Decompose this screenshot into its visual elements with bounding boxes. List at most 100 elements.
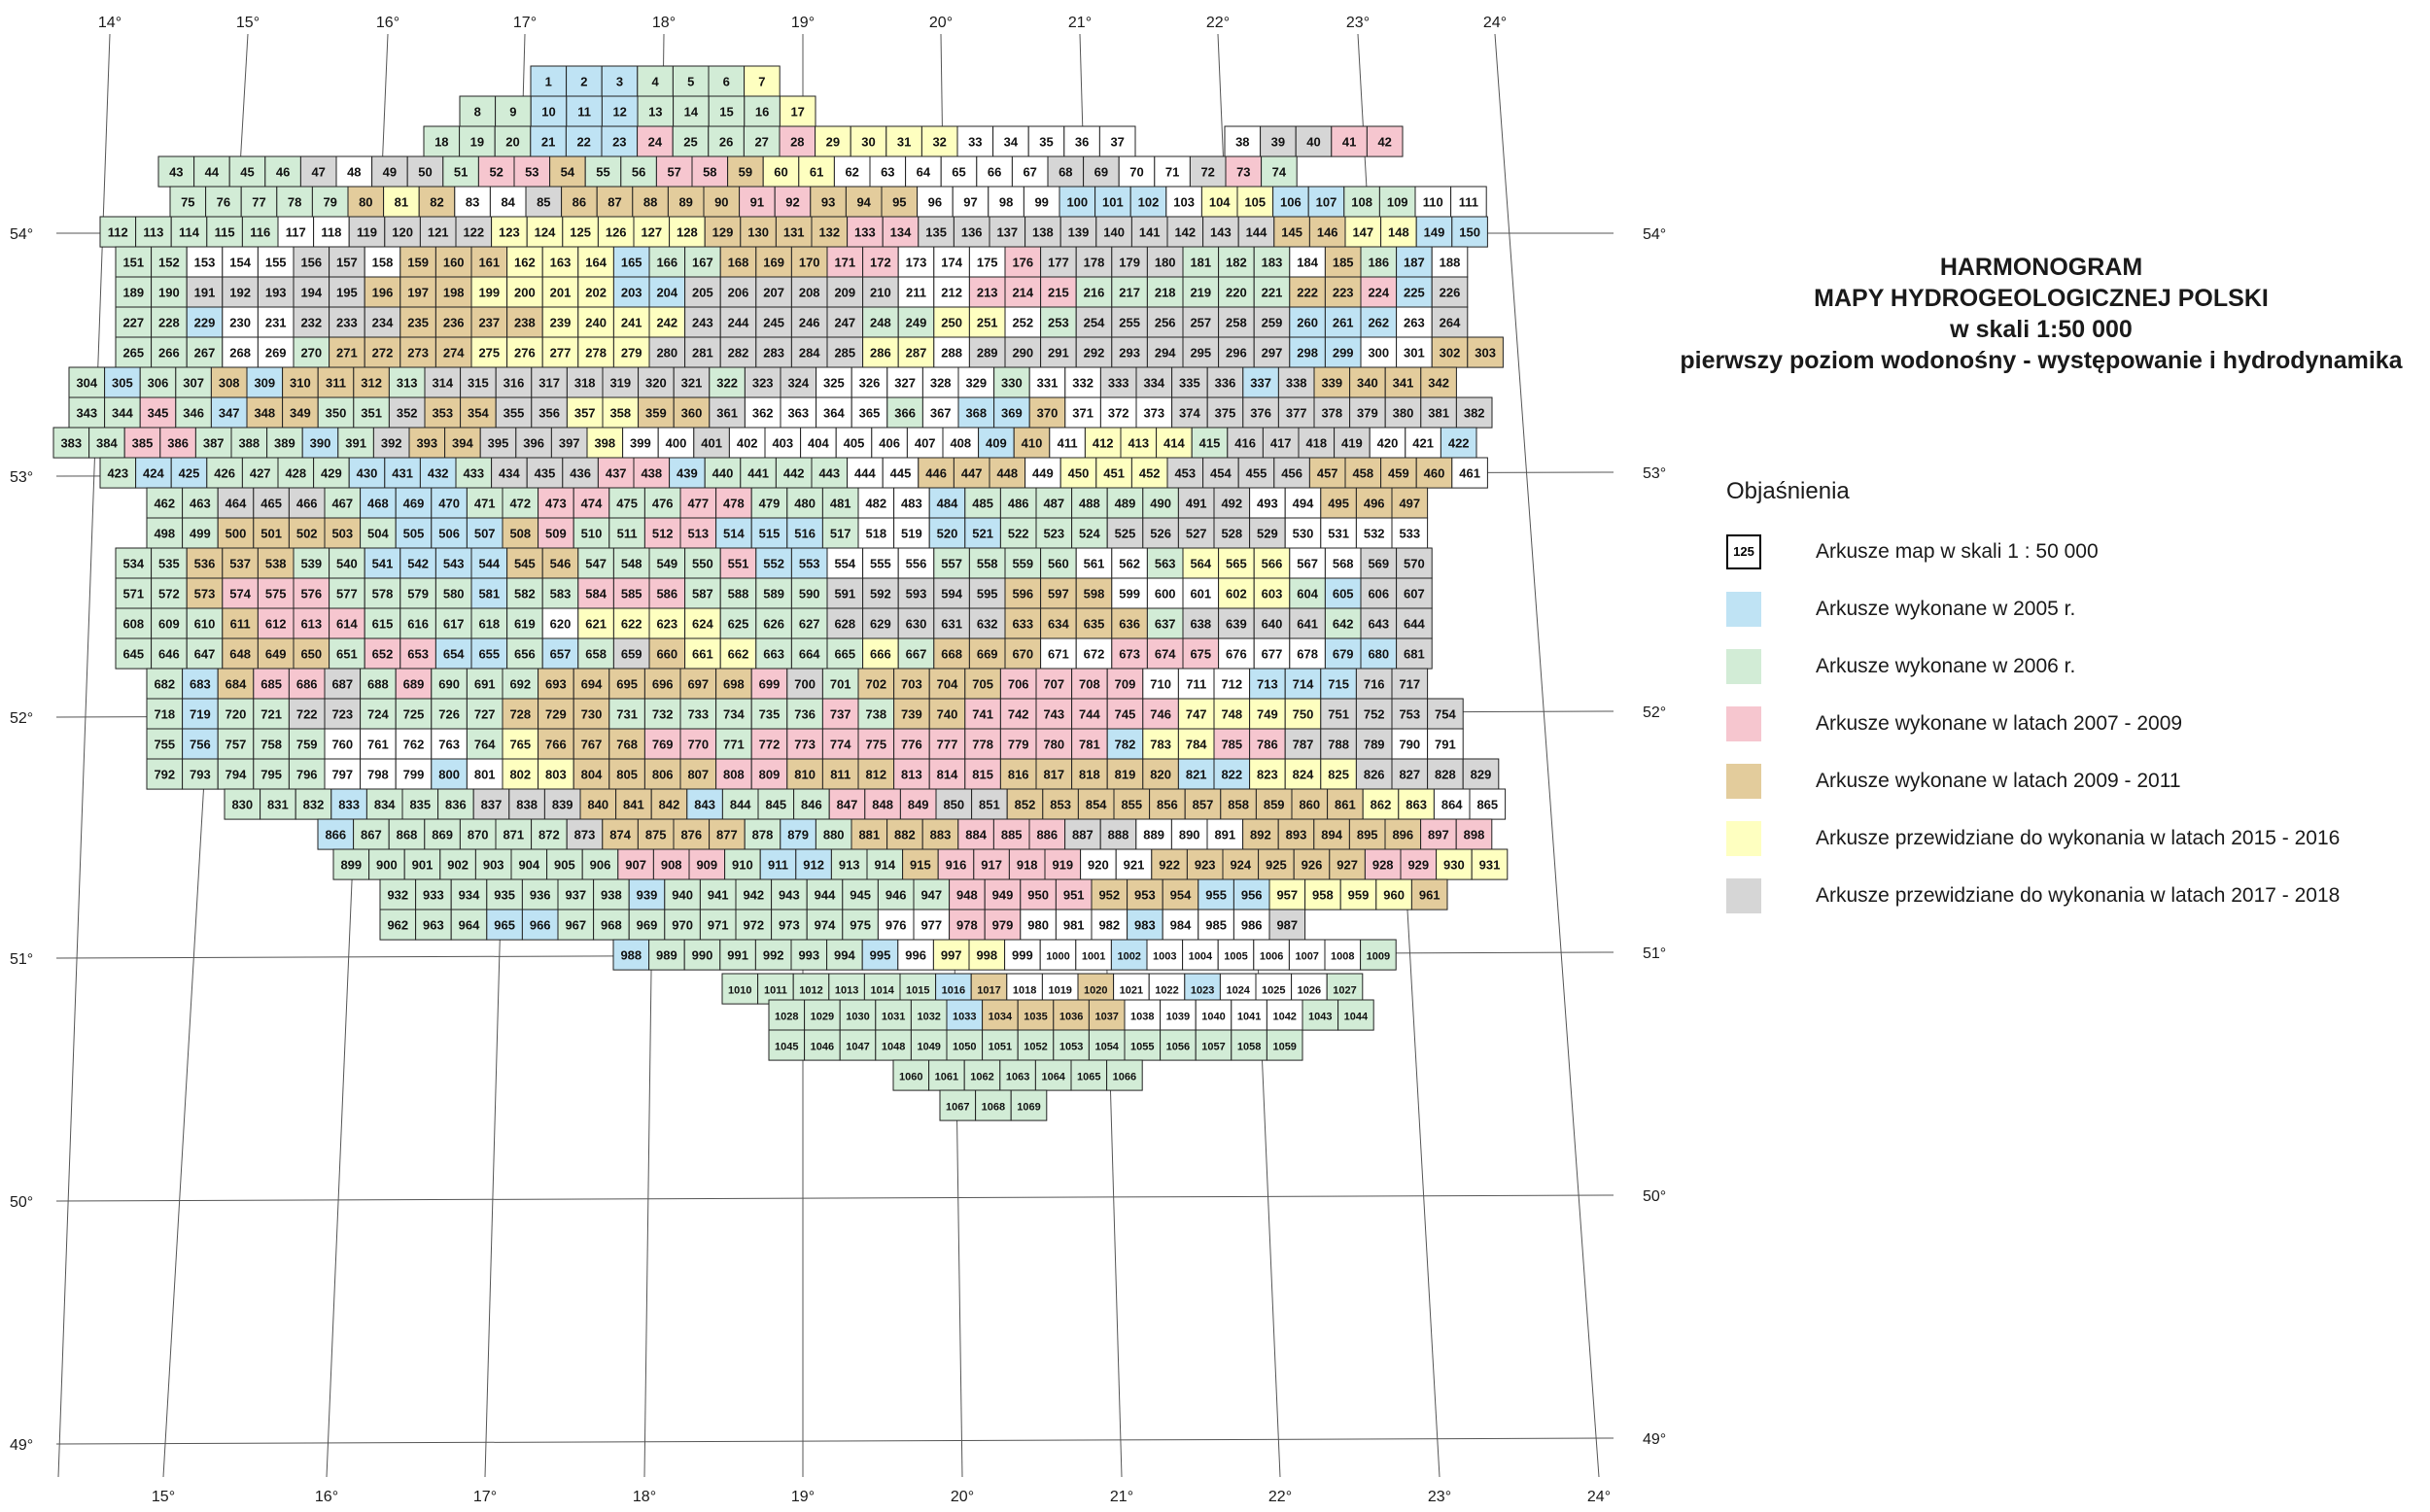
map-sheet[interactable]: 680 (1360, 637, 1398, 670)
map-sheet[interactable]: 909 (688, 848, 726, 880)
map-sheet[interactable]: 28 (779, 125, 816, 157)
map-sheet[interactable]: 82 (418, 186, 456, 218)
map-sheet[interactable]: 653 (399, 637, 436, 670)
map-sheet[interactable]: 396 (515, 427, 552, 459)
map-sheet[interactable]: 111 (1450, 186, 1487, 218)
map-sheet[interactable]: 1002 (1110, 939, 1148, 971)
map-sheet[interactable]: 981 (1055, 909, 1093, 941)
map-sheet[interactable]: 203 (612, 276, 650, 308)
map-sheet[interactable]: 11 (566, 95, 603, 127)
map-sheet[interactable]: 717 (1391, 668, 1429, 700)
map-sheet[interactable]: 601 (1182, 577, 1220, 609)
map-sheet[interactable]: 627 (790, 607, 828, 639)
map-sheet[interactable]: 779 (999, 728, 1037, 760)
map-sheet[interactable]: 122 (455, 216, 493, 248)
map-sheet[interactable]: 509 (538, 517, 574, 549)
map-sheet[interactable]: 565 (1218, 547, 1255, 579)
map-sheet[interactable]: 229 (186, 306, 224, 338)
map-sheet[interactable]: 967 (557, 909, 595, 941)
map-sheet[interactable]: 677 (1253, 637, 1291, 670)
map-sheet[interactable]: 723 (324, 698, 362, 730)
map-sheet[interactable]: 186 (1360, 246, 1398, 278)
map-sheet[interactable]: 498 (146, 517, 184, 549)
map-sheet[interactable]: 910 (724, 848, 761, 880)
map-sheet[interactable]: 76 (205, 186, 242, 218)
map-sheet[interactable]: 684 (217, 668, 255, 700)
map-sheet[interactable]: 14 (673, 95, 710, 127)
map-sheet[interactable]: 355 (495, 396, 533, 429)
map-sheet[interactable]: 908 (652, 848, 690, 880)
map-sheet[interactable]: 783 (1142, 728, 1179, 760)
map-sheet[interactable]: 538 (257, 547, 295, 579)
map-sheet[interactable]: 712 (1213, 668, 1251, 700)
map-sheet[interactable]: 340 (1349, 366, 1386, 398)
map-sheet[interactable]: 925 (1258, 848, 1295, 880)
map-sheet[interactable]: 544 (470, 547, 508, 579)
map-sheet[interactable]: 501 (253, 517, 290, 549)
map-sheet[interactable]: 443 (811, 457, 849, 489)
map-sheet[interactable]: 616 (399, 607, 436, 639)
map-sheet[interactable]: 79 (311, 186, 349, 218)
map-sheet[interactable]: 68 (1047, 155, 1085, 188)
map-sheet[interactable]: 288 (933, 336, 970, 368)
map-sheet[interactable]: 1047 (839, 1029, 877, 1061)
map-sheet[interactable]: 904 (510, 848, 548, 880)
map-sheet[interactable]: 441 (740, 457, 777, 489)
map-sheet[interactable]: 629 (862, 607, 899, 639)
map-sheet[interactable]: 574 (222, 577, 259, 609)
map-sheet[interactable]: 57 (655, 155, 693, 188)
map-sheet[interactable]: 688 (360, 668, 397, 700)
map-sheet[interactable]: 245 (755, 306, 792, 338)
map-sheet[interactable]: 651 (329, 637, 365, 670)
map-sheet[interactable]: 26 (708, 125, 745, 157)
map-sheet[interactable]: 134 (882, 216, 920, 248)
map-sheet[interactable]: 815 (964, 758, 1001, 790)
map-sheet[interactable]: 25 (672, 125, 710, 157)
map-sheet[interactable]: 133 (847, 216, 884, 248)
map-sheet[interactable]: 636 (1111, 607, 1148, 639)
map-sheet[interactable]: 450 (1059, 457, 1097, 489)
map-sheet[interactable]: 389 (266, 427, 303, 459)
map-sheet[interactable]: 762 (395, 728, 433, 760)
map-sheet[interactable]: 937 (557, 878, 595, 911)
map-sheet[interactable]: 1056 (1160, 1029, 1197, 1061)
map-sheet[interactable]: 879 (780, 818, 816, 850)
map-sheet[interactable]: 128 (669, 216, 706, 248)
map-sheet[interactable]: 542 (399, 547, 436, 579)
map-sheet[interactable]: 899 (332, 848, 370, 880)
map-sheet[interactable]: 404 (800, 427, 837, 459)
map-sheet[interactable]: 38 (1224, 125, 1262, 157)
map-sheet[interactable]: 564 (1182, 547, 1220, 579)
map-sheet[interactable]: 670 (1004, 637, 1042, 670)
map-sheet[interactable]: 741 (964, 698, 1001, 730)
map-sheet[interactable]: 596 (1004, 577, 1042, 609)
map-sheet[interactable]: 1015 (899, 973, 937, 1005)
map-sheet[interactable]: 1063 (999, 1059, 1036, 1091)
map-sheet[interactable]: 593 (897, 577, 935, 609)
map-sheet[interactable]: 442 (775, 457, 813, 489)
map-sheet[interactable]: 220 (1218, 276, 1255, 308)
map-sheet[interactable]: 841 (615, 788, 652, 820)
map-sheet[interactable]: 537 (222, 547, 259, 579)
map-sheet[interactable]: 557 (933, 547, 970, 579)
map-sheet[interactable]: 852 (1006, 788, 1044, 820)
map-sheet[interactable]: 428 (277, 457, 315, 489)
map-sheet[interactable]: 390 (301, 427, 339, 459)
map-sheet[interactable]: 690 (431, 668, 468, 700)
map-sheet[interactable]: 366 (886, 396, 923, 429)
map-sheet[interactable]: 882 (886, 818, 923, 850)
map-sheet[interactable]: 805 (608, 758, 645, 790)
map-sheet[interactable]: 772 (750, 728, 788, 760)
map-sheet[interactable]: 1053 (1053, 1029, 1090, 1061)
map-sheet[interactable]: 308 (210, 366, 248, 398)
map-sheet[interactable]: 545 (506, 547, 543, 579)
map-sheet[interactable]: 461 (1451, 457, 1488, 489)
map-sheet[interactable]: 758 (253, 728, 290, 760)
map-sheet[interactable]: 416 (1227, 427, 1264, 459)
map-sheet[interactable]: 710 (1142, 668, 1179, 700)
map-sheet[interactable]: 650 (293, 637, 330, 670)
map-sheet[interactable]: 889 (1135, 818, 1172, 850)
map-sheet[interactable]: 246 (790, 306, 828, 338)
map-sheet[interactable]: 330 (993, 366, 1030, 398)
map-sheet[interactable]: 426 (206, 457, 243, 489)
